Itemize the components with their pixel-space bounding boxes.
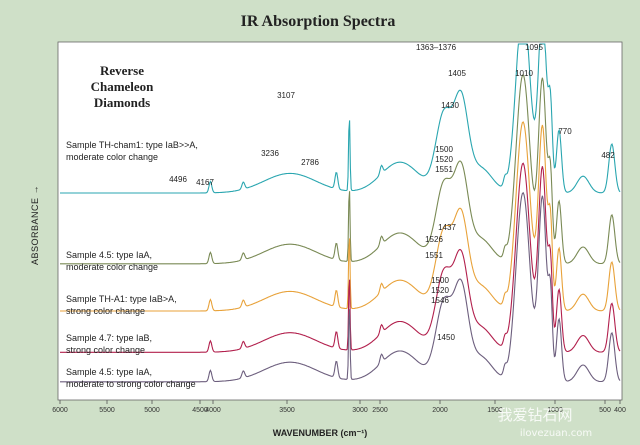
series-label: Sample TH-cham1: type IaB>>A, xyxy=(66,140,198,150)
peak-annotation: 1437 xyxy=(438,223,456,232)
series-label: Sample 4.5: type IaA, xyxy=(66,367,152,377)
y-axis-label: ABSORBANCE → xyxy=(30,185,40,265)
inset-title-line-1: Reverse xyxy=(100,63,144,78)
series-line xyxy=(60,162,621,353)
chart-title: IR Absorption Spectra xyxy=(241,13,396,30)
peak-annotation: 1430 xyxy=(441,101,459,110)
series-line xyxy=(60,121,621,312)
x-tick-label: 5000 xyxy=(144,407,160,414)
peak-annotation: 1010 xyxy=(515,69,533,78)
inset-title-line-2: Chameleon xyxy=(91,79,155,94)
peak-annotation: 1500 xyxy=(431,276,449,285)
peak-annotation: 482 xyxy=(601,151,615,160)
peak-annotation: 1546 xyxy=(431,296,449,305)
series-label: moderate to strong color change xyxy=(66,379,196,389)
x-tick-label: 3000 xyxy=(352,407,368,414)
peak-annotation: 2786 xyxy=(301,158,319,167)
series-label: moderate color change xyxy=(66,262,158,272)
peak-annotation: 4496 xyxy=(169,175,187,184)
peak-annotation: 1551 xyxy=(425,251,443,260)
watermark-cn: 我爱钻石网 xyxy=(497,406,572,424)
peak-annotation: 1520 xyxy=(431,286,449,295)
peak-annotation: 1526 xyxy=(425,235,443,244)
peak-annotation: 3236 xyxy=(261,149,279,158)
x-tick-label: 400 xyxy=(614,407,626,414)
x-tick-label: 2500 xyxy=(372,407,388,414)
x-tick-label: 5500 xyxy=(99,407,115,414)
peak-annotation: 1520 xyxy=(435,155,453,164)
series-line xyxy=(60,191,621,383)
x-tick-label: 4000 xyxy=(205,407,221,414)
x-tick-label: 1000 xyxy=(547,407,563,414)
series-label: strong color change xyxy=(66,306,145,316)
peak-annotation: 3107 xyxy=(277,91,295,100)
peak-annotation: 770 xyxy=(558,127,572,136)
peak-annotation: 1450 xyxy=(437,333,455,342)
x-tick-label: 1500 xyxy=(487,407,503,414)
x-axis-label: WAVENUMBER (cm⁻¹) xyxy=(273,428,368,438)
x-tick-label: 4500 xyxy=(192,407,208,414)
watermark-url: ilovezuan.com xyxy=(520,428,592,439)
x-tick-label: 500 xyxy=(599,407,611,414)
peak-annotation: 4167 xyxy=(196,178,214,187)
series-label: Sample 4.7: type IaB, xyxy=(66,333,152,343)
peak-annotation: 1363–1376 xyxy=(416,43,457,52)
series-label: moderate color change xyxy=(66,152,158,162)
series-line xyxy=(60,43,621,194)
peak-annotation: 1500 xyxy=(435,145,453,154)
series-label: Sample 4.5: type IaA, xyxy=(66,250,152,260)
inset-title-line-3: Diamonds xyxy=(94,95,150,110)
peak-annotation: 1095 xyxy=(525,43,543,52)
plot-area xyxy=(57,41,623,401)
x-tick-label: 6000 xyxy=(52,407,68,414)
series-label: Sample TH-A1: type IaB>A, xyxy=(66,294,177,304)
series-line xyxy=(60,73,621,265)
x-tick-label: 2000 xyxy=(432,407,448,414)
peak-annotation: 1405 xyxy=(448,69,466,78)
x-tick-label: 3500 xyxy=(279,407,295,414)
peak-annotation: 1551 xyxy=(435,165,453,174)
series-label: strong color change xyxy=(66,345,145,355)
